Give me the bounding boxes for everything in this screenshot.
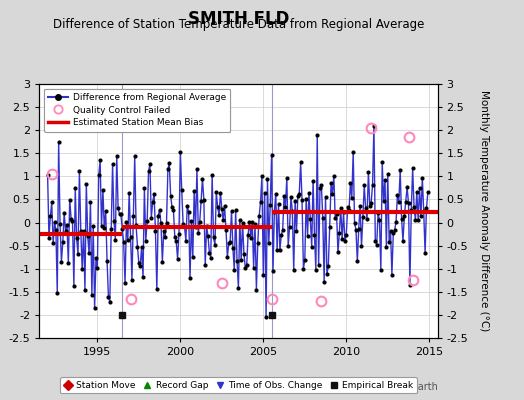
Text: SMITH FLD: SMITH FLD [188, 10, 289, 28]
Y-axis label: Monthly Temperature Anomaly Difference (°C): Monthly Temperature Anomaly Difference (… [479, 90, 489, 332]
Text: Berkeley Earth: Berkeley Earth [366, 382, 438, 392]
Legend: Station Move, Record Gap, Time of Obs. Change, Empirical Break: Station Move, Record Gap, Time of Obs. C… [60, 377, 417, 394]
Legend: Difference from Regional Average, Quality Control Failed, Estimated Station Mean: Difference from Regional Average, Qualit… [44, 88, 231, 132]
Text: Difference of Station Temperature Data from Regional Average: Difference of Station Temperature Data f… [53, 18, 424, 31]
